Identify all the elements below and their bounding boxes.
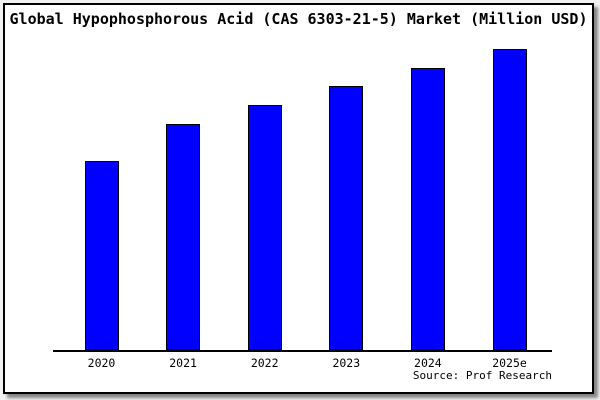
bar-2023 [329, 86, 364, 350]
x-axis-line [53, 350, 552, 352]
bar-2024 [410, 68, 445, 350]
x-tick-label-2020: 2020 [87, 356, 116, 370]
x-tick-label-2022: 2022 [250, 356, 279, 370]
x-tick-label-2023: 2023 [332, 356, 361, 370]
source-note: Source: Prof Research [412, 369, 552, 382]
x-tick-label-2024: 2024 [414, 356, 442, 370]
x-tick-label-2025e: 2025e [492, 356, 527, 370]
chart-title: Global Hypophosphorous Acid (CAS 6303-21… [9, 10, 588, 28]
bar-2022 [247, 105, 282, 350]
x-tick-label-2021: 2021 [169, 356, 197, 370]
plot-area: 2020 2021 2022 2023 2024 2025e [5, 5, 592, 392]
bar-2020 [84, 161, 119, 350]
bar-2025e [492, 49, 527, 350]
chart-frame: Global Hypophosphorous Acid (CAS 6303-21… [3, 3, 594, 394]
bar-2021 [166, 124, 201, 350]
